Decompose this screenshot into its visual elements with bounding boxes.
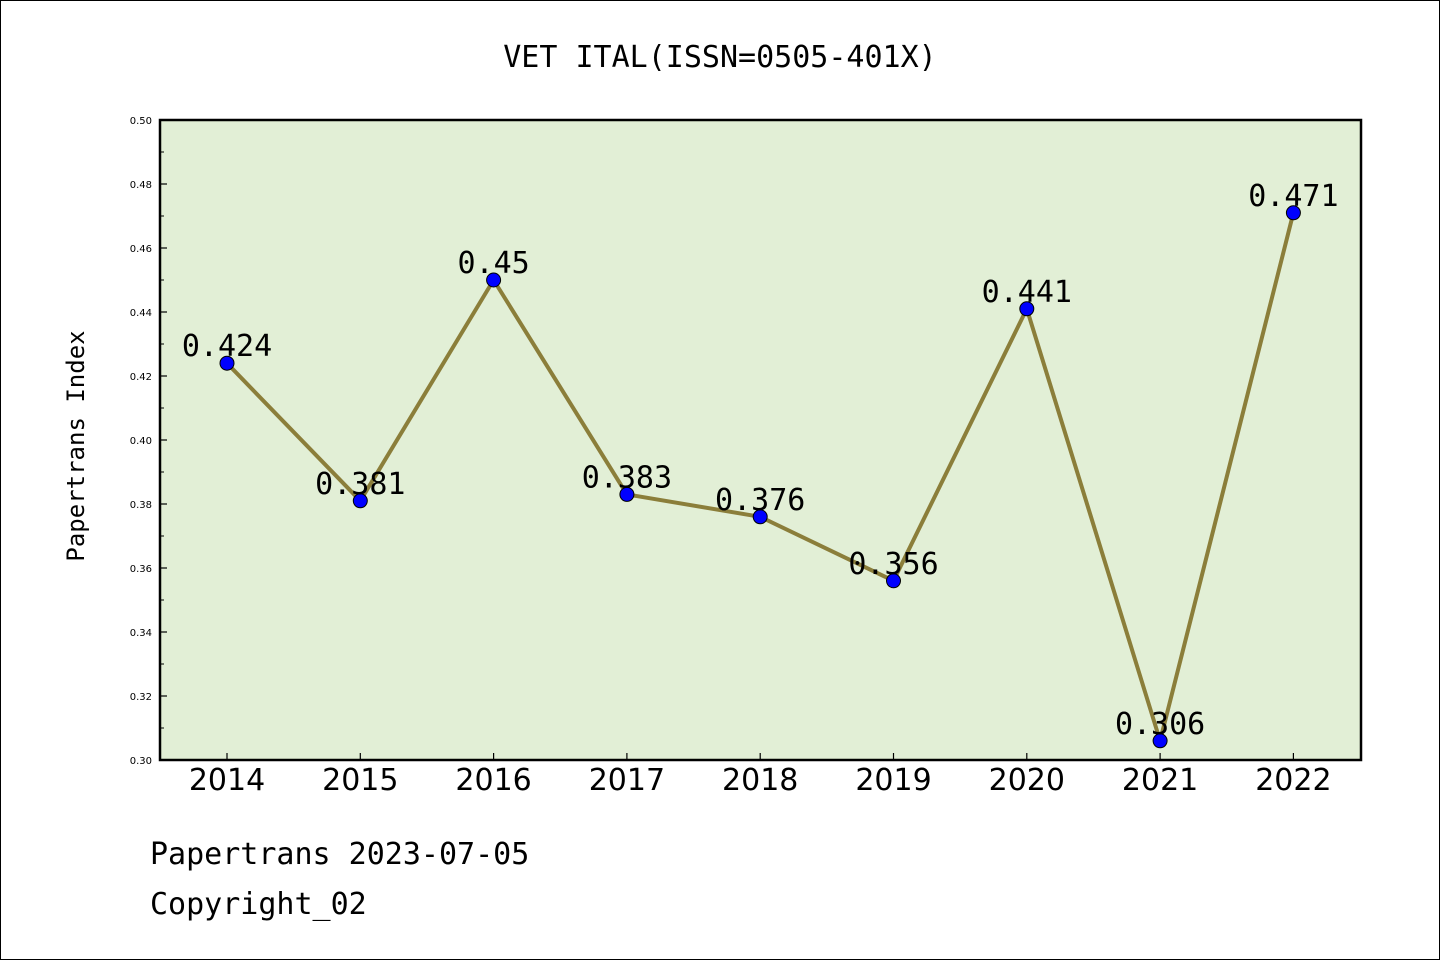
x-tick-label: 2022 <box>1255 763 1331 798</box>
data-point <box>1285 205 1301 221</box>
data-labels-group: 0.424 0.381 0.45 0.383 0.376 0.356 0.441 0.306 0… <box>182 179 1339 742</box>
x-tick-label: 2019 <box>855 763 931 798</box>
data-label: 0.381 <box>315 467 405 502</box>
data-point <box>752 509 768 525</box>
data-point <box>486 272 502 288</box>
x-tick-label: 2016 <box>455 763 531 798</box>
y-tick-label: 0.34 <box>130 628 152 639</box>
y-tick-label: 0.32 <box>130 692 152 703</box>
data-label: 0.383 <box>582 460 672 495</box>
y-tick-label: 0.36 <box>130 564 152 575</box>
footer-date: Papertrans 2023-07-05 <box>150 837 529 872</box>
data-label: 0.441 <box>982 275 1072 310</box>
data-point <box>219 355 235 371</box>
data-label: 0.376 <box>715 483 805 518</box>
data-point <box>619 486 635 502</box>
x-axis: 2014 2015 2016 2017 2018 2019 2020 2021 2022 <box>189 753 1332 798</box>
data-label: 0.306 <box>1115 707 1205 742</box>
y-tick-label: 0.46 <box>130 244 152 255</box>
data-point <box>1152 733 1168 749</box>
x-tick-label: 2018 <box>722 763 798 798</box>
x-tick-label: 2020 <box>989 763 1065 798</box>
y-tick-label: 0.48 <box>130 180 152 191</box>
data-point <box>1019 301 1035 317</box>
y-tick-label: 0.50 <box>130 116 152 127</box>
x-tick-label: 2014 <box>189 763 265 798</box>
y-axis: 0.30 0.32 0.34 0.36 0.38 0.40 0.42 0.44 0.46 0.48… <box>130 116 167 767</box>
chart-title: VET ITAL(ISSN=0505-401X) <box>503 40 936 75</box>
y-tick-label: 0.38 <box>130 500 152 511</box>
y-tick-label: 0.44 <box>130 308 152 319</box>
x-tick-label: 2017 <box>589 763 665 798</box>
y-axis-label: Papertrans Index <box>62 330 90 561</box>
data-point <box>886 573 901 589</box>
footer-copyright: Copyright_02 <box>150 887 367 922</box>
data-point <box>352 493 368 509</box>
data-label: 0.424 <box>182 329 272 364</box>
markers-group <box>219 205 1301 749</box>
y-tick-label: 0.42 <box>130 372 152 383</box>
data-label: 0.45 <box>457 246 529 281</box>
x-tick-label: 2021 <box>1122 763 1198 798</box>
x-tick-label: 2015 <box>322 763 398 798</box>
plot-area <box>158 118 1363 762</box>
y-tick-label: 0.30 <box>130 756 152 767</box>
y-tick-label: 0.40 <box>130 436 152 447</box>
data-label: 0.471 <box>1248 179 1338 214</box>
data-label: 0.356 <box>848 547 938 582</box>
